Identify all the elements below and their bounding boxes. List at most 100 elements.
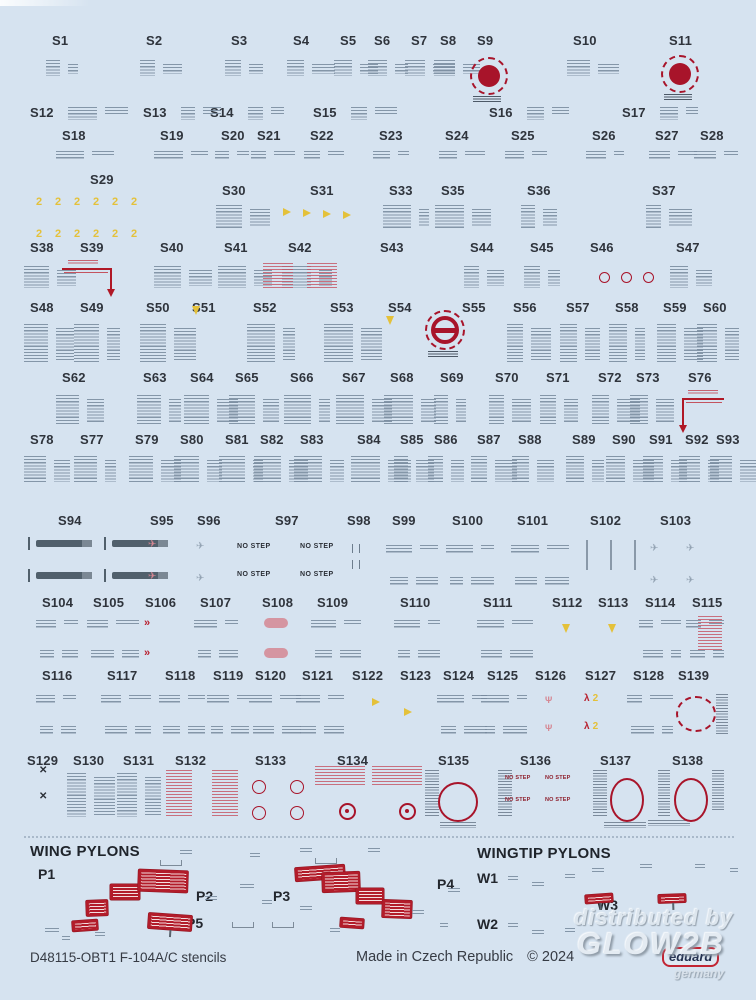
- pylon-marks: [240, 884, 254, 888]
- stencil-marks: [713, 650, 724, 659]
- bracket-stencil: [272, 922, 294, 928]
- stencil-label-s40: S40: [160, 240, 184, 255]
- red-glyph: λ: [584, 693, 590, 704]
- stencil-marks: [87, 620, 108, 629]
- stencil-marks: [63, 695, 76, 701]
- stencil-marks: [639, 620, 653, 629]
- pylon-label-p1: P1: [38, 866, 56, 882]
- stencil-label-s135: S135: [438, 753, 470, 768]
- red-circle-outline: [438, 782, 478, 822]
- aircraft-silhouette-icon: ✈: [650, 543, 659, 554]
- red-warning-placard: [110, 884, 140, 900]
- stencil-marks: [566, 456, 584, 484]
- stencil-marks: [710, 456, 732, 484]
- stencil-marks: [105, 460, 116, 482]
- stencil-marks: [532, 151, 547, 157]
- stencil-label-s109: S109: [317, 595, 349, 610]
- stencil-label-s6: S6: [374, 33, 391, 48]
- stencil-marks: [56, 151, 84, 160]
- yellow-number: 2: [74, 196, 81, 208]
- stencil-marks: [159, 695, 180, 704]
- stencil-label-s112: S112: [552, 595, 583, 610]
- stencil-marks: [254, 456, 281, 484]
- stencil-marks: [163, 64, 182, 74]
- pylon-marks: [532, 882, 544, 886]
- no-step-text-red: NO STEP: [505, 797, 531, 803]
- stencil-label-s88: S88: [518, 432, 542, 447]
- stencil-marks: [586, 151, 606, 160]
- stencil-marks: [336, 395, 364, 425]
- stencil-label-s59: S59: [663, 300, 687, 315]
- stencil-marks: [198, 650, 211, 659]
- paired-line-stencil: [352, 560, 360, 569]
- stencil-label-s71: S71: [546, 370, 570, 385]
- stencil-marks: [229, 395, 255, 425]
- stencil-marks: [416, 577, 438, 585]
- stencil-marks: [512, 620, 533, 626]
- red-rescue-roundel: [661, 55, 699, 93]
- stencil-marks: [250, 209, 270, 227]
- stencil-marks: [630, 395, 648, 425]
- stencil-label-s79: S79: [135, 432, 159, 447]
- yellow-number: 2: [131, 228, 138, 240]
- red-bent-arrow: [62, 268, 115, 297]
- stencil-label-s90: S90: [612, 432, 636, 447]
- stencil-marks: [64, 620, 78, 626]
- stencil-label-s113: S113: [598, 595, 629, 610]
- stencil-label-s53: S53: [330, 300, 354, 315]
- stencil-marks: [548, 270, 560, 286]
- stencil-label-s118: S118: [165, 668, 196, 683]
- stencil-marks: [503, 726, 527, 735]
- stencil-marks: [485, 726, 495, 735]
- stencil-marks: [188, 726, 205, 735]
- stencil-marks: [598, 64, 619, 74]
- x-mark-icon: ✕: [39, 765, 48, 776]
- stencil-label-s122: S122: [352, 668, 384, 683]
- aircraft-silhouette-icon: ✈: [686, 575, 695, 586]
- yellow-number: 2: [112, 228, 119, 240]
- stencil-label-s21: S21: [257, 128, 281, 143]
- stencil-marks: [57, 270, 76, 286]
- stencil-marks: [418, 650, 440, 659]
- pylon-marks: [250, 853, 260, 857]
- aircraft-silhouette-icon: ✈: [650, 575, 659, 586]
- vertical-line-stencil: [586, 540, 588, 570]
- stencil-marks: [421, 399, 436, 423]
- stencil-marks: [225, 620, 238, 626]
- stencil-label-s10: S10: [573, 33, 597, 48]
- stencil-label-s101: S101: [517, 513, 549, 528]
- stencil-marks: [40, 726, 53, 735]
- red-caption-marks: [688, 390, 718, 394]
- yellow-triangle-icon: [192, 306, 200, 315]
- stencil-label-s37: S37: [652, 183, 676, 198]
- stencil-label-s80: S80: [180, 432, 204, 447]
- stencil-marks: [383, 205, 411, 229]
- pylon-marks: [330, 928, 340, 932]
- stencil-marks: [505, 151, 524, 160]
- stencil-marks: [116, 620, 139, 626]
- sheet-edge-highlight: [0, 0, 90, 6]
- red-text-block: [166, 770, 192, 818]
- pylon-marks: [300, 848, 312, 852]
- stencil-label-s67: S67: [342, 370, 366, 385]
- stencil-marks: [129, 695, 151, 701]
- stencil-marks: [344, 620, 361, 626]
- wing-pylons-title: WING PYLONS: [30, 843, 140, 860]
- red-ring-icon: [643, 272, 654, 283]
- stencil-marks: [540, 395, 556, 425]
- yellow-triangle-icon: [608, 624, 616, 633]
- red-bent-arrow: [679, 398, 724, 433]
- stencil-marks: [690, 650, 705, 659]
- red-rescue-roundel-bar: [425, 310, 465, 350]
- stencil-label-s29: S29: [90, 172, 114, 187]
- stencil-marks: [189, 270, 212, 286]
- stencil-marks: [135, 726, 151, 735]
- aircraft-silhouette-icon: ✈: [686, 543, 695, 554]
- yellow-number: 2: [55, 196, 62, 208]
- stencil-marks: [181, 107, 195, 120]
- stencil-label-s69: S69: [440, 370, 464, 385]
- stencil-label-s64: S64: [190, 370, 214, 385]
- stencil-marks: [398, 151, 409, 157]
- stencil-marks: [560, 324, 577, 362]
- stencil-marks: [435, 205, 464, 229]
